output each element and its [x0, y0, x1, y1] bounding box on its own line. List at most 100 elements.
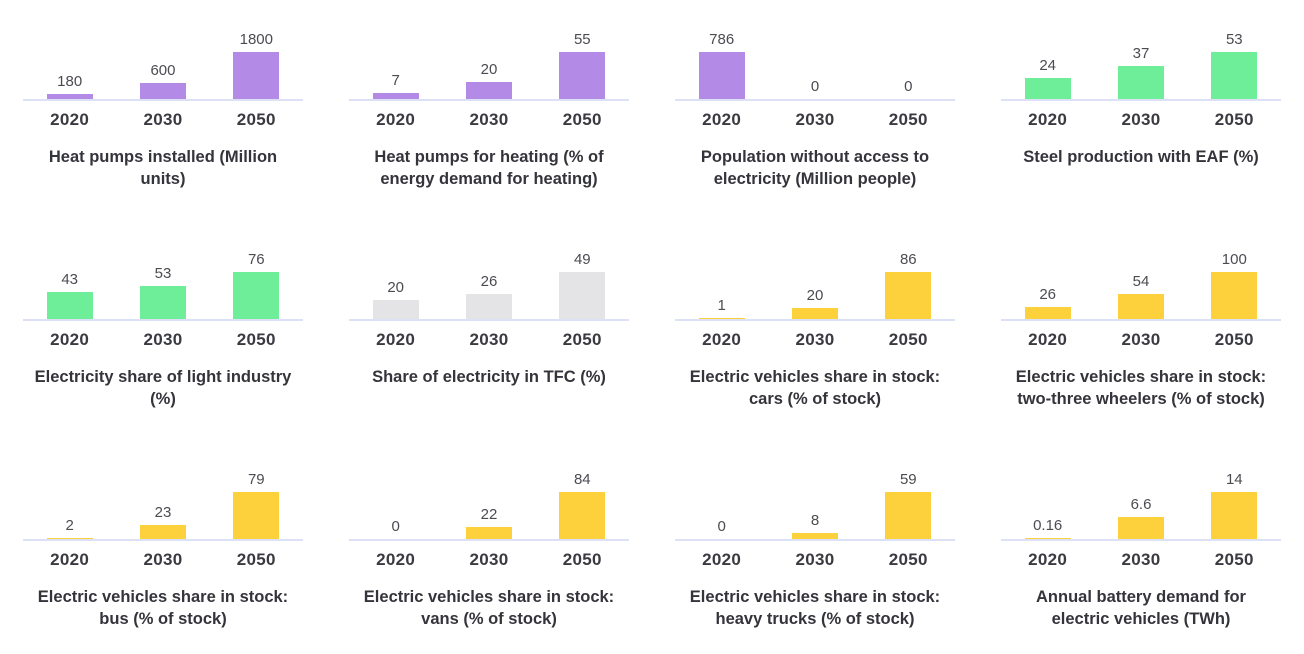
chart-title: Electricity share of light industry (%) [34, 368, 292, 408]
bar[interactable] [1117, 293, 1164, 319]
bar[interactable] [233, 492, 280, 539]
bar-value-label: 54 [1132, 272, 1150, 290]
x-axis-tick-label: 2050 [1214, 550, 1254, 569]
bar-group: 24 [1001, 21, 1094, 99]
bar[interactable] [559, 492, 606, 539]
x-axis-tick-label: 2020 [702, 330, 742, 349]
bar-group: 0 [675, 461, 768, 539]
bar-plot: 1 20 86 [675, 241, 955, 321]
bar[interactable] [791, 308, 838, 319]
x-axis-tick-label: 2030 [1121, 330, 1161, 349]
x-axis-labels: 2020 2030 2050 [1001, 550, 1281, 570]
x-axis-tick-label: 2050 [562, 550, 602, 569]
bar-plot: 0 8 59 [675, 461, 955, 541]
x-axis-labels: 2020 2030 2050 [675, 330, 955, 350]
x-axis-tick-label: 2050 [1214, 330, 1254, 349]
x-axis-tick-label: 2050 [1214, 110, 1254, 129]
bar-group: 600 [116, 21, 209, 99]
x-axis-tick-label: 2020 [376, 550, 416, 569]
x-axis-tick-label: 2030 [143, 550, 183, 569]
bar-plot: 0.16 6.6 14 [1001, 461, 1281, 541]
x-axis-labels: 2020 2030 2050 [675, 550, 955, 570]
bar-value-label: 53 [1225, 31, 1243, 48]
bar-group: 180 [23, 21, 116, 99]
bar-group: 22 [442, 461, 535, 539]
bar-value-label: 24 [1039, 56, 1056, 74]
bar-value-label: 22 [480, 505, 498, 523]
bar[interactable] [1117, 66, 1164, 99]
bar[interactable] [885, 272, 932, 319]
bar-value-label: 14 [1225, 471, 1243, 488]
bar[interactable] [791, 532, 838, 539]
chart-title: Heat pumps installed (Million units) [48, 148, 278, 188]
bar-group: 6.6 [1094, 461, 1187, 539]
bar-group: 0.16 [1001, 461, 1094, 539]
chart-card: 0 22 84 2020 2030 2050 Electric vehicles sha… [326, 440, 652, 654]
x-axis-labels: 2020 2030 2050 [1001, 330, 1281, 350]
bar[interactable] [46, 292, 93, 319]
bar-plot: 26 54 100 [1001, 241, 1281, 321]
chart-title: Share of electricity in TFC (%) [372, 368, 606, 386]
bar[interactable] [1117, 516, 1164, 539]
bar-group: 0 [768, 21, 861, 99]
bar-value-label: 786 [709, 31, 735, 48]
bar-group: 79 [210, 461, 303, 539]
bar[interactable] [465, 526, 512, 539]
bar-plot: 0 22 84 [349, 461, 629, 541]
bar-value-label: 26 [480, 273, 498, 291]
x-axis-labels: 2020 2030 2050 [349, 550, 629, 570]
bar-value-label: 84 [573, 471, 591, 488]
bar-group: 26 [1001, 241, 1094, 319]
x-axis-tick-label: 2020 [702, 550, 742, 569]
bar-plot: 20 26 49 [349, 241, 629, 321]
bar-group: 23 [116, 461, 209, 539]
bar[interactable] [372, 93, 419, 99]
bar-value-label: 8 [810, 511, 820, 529]
bar[interactable] [233, 52, 280, 99]
bar[interactable] [46, 537, 93, 539]
bar-value-label: 43 [61, 271, 78, 289]
x-axis-labels: 2020 2030 2050 [349, 110, 629, 130]
bar[interactable] [139, 83, 186, 99]
bar[interactable] [1211, 52, 1258, 99]
bar[interactable] [1024, 77, 1071, 99]
bar[interactable] [139, 525, 186, 539]
x-axis-tick-label: 2030 [795, 330, 835, 349]
bar[interactable] [233, 272, 280, 319]
bar[interactable] [139, 286, 186, 319]
x-axis-tick-label: 2020 [50, 110, 90, 129]
x-axis-tick-label: 2020 [1028, 110, 1068, 129]
bar[interactable] [698, 52, 745, 99]
bar[interactable] [1211, 272, 1258, 319]
bar[interactable] [559, 272, 606, 319]
bar[interactable] [698, 318, 745, 319]
bar-value-label: 23 [154, 504, 172, 522]
chart-card: 786 0 0 2020 2030 2050 Population without ac… [652, 0, 978, 220]
bar-group: 53 [116, 241, 209, 319]
bar[interactable] [372, 299, 419, 319]
x-axis-tick-label: 2020 [1028, 330, 1068, 349]
bar-group: 55 [536, 21, 629, 99]
bar[interactable] [1211, 492, 1258, 539]
bar-value-label: 76 [247, 251, 265, 268]
chart-card: 0.16 6.6 14 2020 2030 2050 Annual battery de… [978, 440, 1304, 654]
bar[interactable] [1024, 306, 1071, 319]
bar[interactable] [885, 492, 932, 539]
bar[interactable] [465, 81, 512, 99]
x-axis-tick-label: 2030 [469, 550, 509, 569]
chart-title: Annual battery demand for electric vehic… [1036, 588, 1246, 628]
bar[interactable] [1024, 538, 1071, 539]
bar-value-label: 0 [391, 518, 400, 535]
bar-value-label: 1800 [239, 31, 273, 48]
bar-plot: 24 37 53 [1001, 21, 1281, 101]
x-axis-tick-label: 2050 [888, 550, 928, 569]
x-axis-tick-label: 2020 [376, 110, 416, 129]
bar-group: 59 [862, 461, 955, 539]
bar-value-label: 20 [387, 278, 404, 296]
bar-group: 1 [675, 241, 768, 319]
bar[interactable] [465, 294, 512, 319]
bar[interactable] [559, 52, 606, 99]
bar[interactable] [46, 94, 93, 99]
bar-value-label: 180 [57, 73, 83, 91]
